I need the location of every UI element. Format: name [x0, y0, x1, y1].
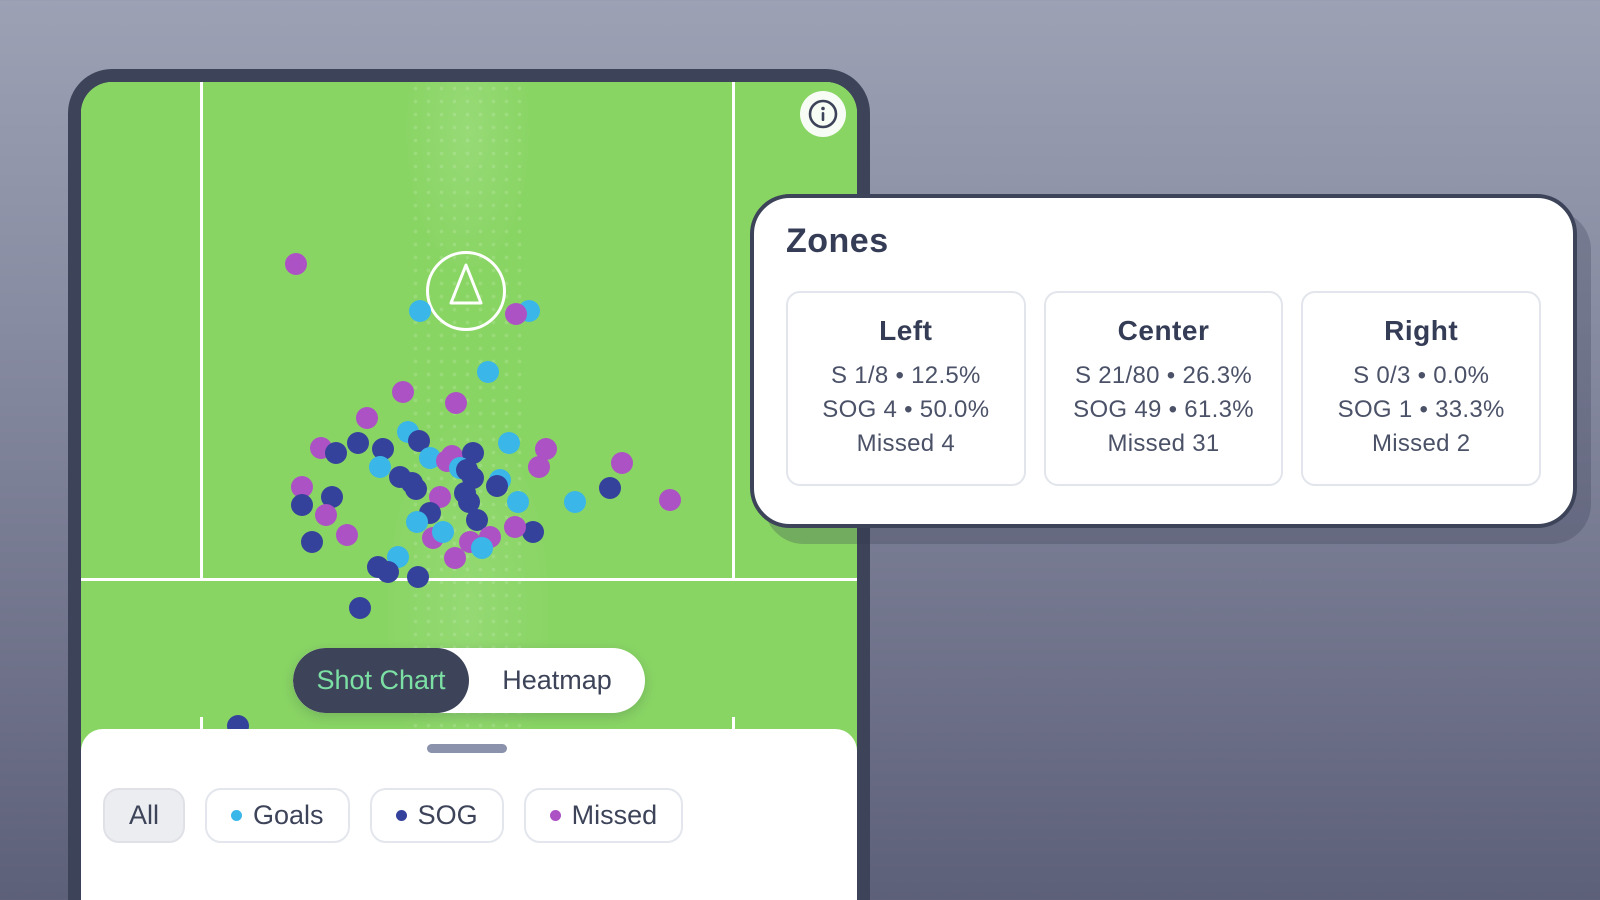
zone-stat-line: SOG 1 • 33.3%	[1337, 396, 1505, 423]
shot-dot-sog	[321, 486, 343, 508]
shot-dot-missed	[504, 516, 526, 538]
shot-dot-sog	[291, 494, 313, 516]
shot-dot-missed	[356, 407, 378, 429]
shot-dot-missed	[505, 303, 527, 325]
shot-dot-sog	[408, 430, 430, 452]
shot-dot-goal	[471, 537, 493, 559]
shot-dot-goal	[564, 491, 586, 513]
shot-dot-sog	[372, 438, 394, 460]
shot-dot-missed	[611, 452, 633, 474]
sog-legend-dot-icon	[395, 810, 407, 821]
shot-dot-sog	[486, 475, 508, 497]
zone-cards-row: Left S 1/8 • 12.5% SOG 4 • 50.0% Missed 4 Ce…	[786, 291, 1542, 486]
shot-dot-goal	[406, 511, 428, 533]
shot-dot-goal	[507, 491, 529, 513]
zone-stat-line: S 0/3 • 0.0%	[1353, 362, 1490, 389]
zone-stat-line: SOG 4 • 50.0%	[822, 396, 990, 423]
shot-filter-bar: All Goals SOG Missed	[103, 788, 684, 843]
shot-dot-sog	[407, 566, 429, 588]
filter-chip-label: SOG	[417, 800, 478, 830]
shot-dot-sog	[325, 442, 347, 464]
shot-dot-sog	[458, 491, 480, 513]
shot-dot-sog	[347, 432, 369, 454]
shot-dot-missed	[528, 456, 550, 478]
zone-stat-line: Missed 2	[1371, 430, 1471, 457]
shot-dot-missed	[291, 476, 313, 498]
zone-card-title: Center	[1117, 315, 1210, 346]
toggle-option-heatmap[interactable]: Heatmap	[469, 648, 645, 713]
filter-chip-label: Goals	[253, 800, 324, 830]
missed-legend-dot-icon	[549, 810, 561, 821]
zone-card-left: Left S 1/8 • 12.5% SOG 4 • 50.0% Missed 4	[786, 291, 1026, 486]
shot-dot-sog	[462, 442, 484, 464]
shot-dot-sog	[599, 477, 621, 499]
zone-stat-line: Missed 4	[856, 430, 956, 457]
shot-dot-sog	[405, 478, 427, 500]
filter-chip-goals[interactable]: Goals	[205, 788, 350, 843]
field-line-right-lower	[732, 717, 735, 729]
shot-dot-missed	[285, 253, 307, 275]
shot-dot-sog	[349, 597, 371, 619]
filter-chip-sog[interactable]: SOG	[369, 788, 504, 843]
field-line-horizontal	[81, 578, 857, 581]
info-button[interactable]	[800, 91, 846, 137]
sheet-drag-handle[interactable]	[427, 744, 507, 753]
shot-dot-missed	[336, 524, 358, 546]
shot-dot-missed	[535, 438, 557, 460]
filter-chip-all[interactable]: All	[103, 788, 186, 843]
shot-dot-goal	[409, 300, 431, 322]
zone-stat-line: Missed 31	[1107, 430, 1220, 457]
goal-legend-dot-icon	[231, 810, 243, 821]
shot-dot-sog	[301, 531, 323, 553]
phone-screen: Shot Chart Heatmap All Goals SOG Missed	[81, 82, 857, 900]
field-mow-stripe	[409, 82, 527, 729]
shot-dot-goal	[432, 521, 454, 543]
shot-dot-missed	[444, 547, 466, 569]
goal-triangle-icon	[449, 263, 483, 305]
shot-dot-sog	[466, 509, 488, 531]
shot-dot-missed	[445, 392, 467, 414]
zone-card-right: Right S 0/3 • 0.0% SOG 1 • 33.3% Missed 2	[1301, 291, 1542, 486]
shot-dot-goal	[498, 432, 520, 454]
zone-card-title: Left	[879, 315, 933, 346]
phone-device-frame: Shot Chart Heatmap All Goals SOG Missed	[68, 69, 870, 900]
filter-chip-label: All	[129, 800, 160, 830]
view-toggle: Shot Chart Heatmap	[293, 648, 645, 713]
shot-dot-sog	[377, 561, 399, 583]
zone-card-center: Center S 21/80 • 26.3% SOG 49 • 61.3% Misse…	[1043, 291, 1284, 486]
zone-stat-line: SOG 49 • 61.3%	[1073, 396, 1254, 423]
field-line-left	[200, 82, 203, 578]
shot-dot-missed	[392, 381, 414, 403]
info-icon	[808, 99, 838, 129]
zones-title: Zones	[786, 222, 889, 260]
filter-chip-missed[interactable]: Missed	[523, 788, 684, 843]
field-line-right	[732, 82, 735, 578]
filter-chip-label: Missed	[571, 800, 658, 830]
shot-dot-goal	[369, 456, 391, 478]
shot-dot-goal	[477, 361, 499, 383]
zone-stat-line: S 21/80 • 26.3%	[1074, 362, 1253, 389]
shot-dot-missed	[315, 504, 337, 526]
shot-dot-sog	[522, 521, 544, 543]
bottom-sheet: All Goals SOG Missed	[81, 729, 857, 900]
shot-dot-missed	[659, 489, 681, 511]
shot-dot-goal	[419, 447, 441, 469]
field-line-left-lower	[200, 717, 203, 729]
toggle-option-shot-chart[interactable]: Shot Chart	[293, 648, 469, 713]
zone-stat-line: S 1/8 • 12.5%	[830, 362, 981, 389]
shot-chart-field: Shot Chart Heatmap	[81, 82, 857, 737]
goal-crease-circle	[426, 251, 506, 331]
zone-card-title: Right	[1384, 315, 1459, 346]
zones-panel: Zones Left S 1/8 • 12.5% SOG 4 • 50.0% Miss…	[750, 194, 1577, 528]
